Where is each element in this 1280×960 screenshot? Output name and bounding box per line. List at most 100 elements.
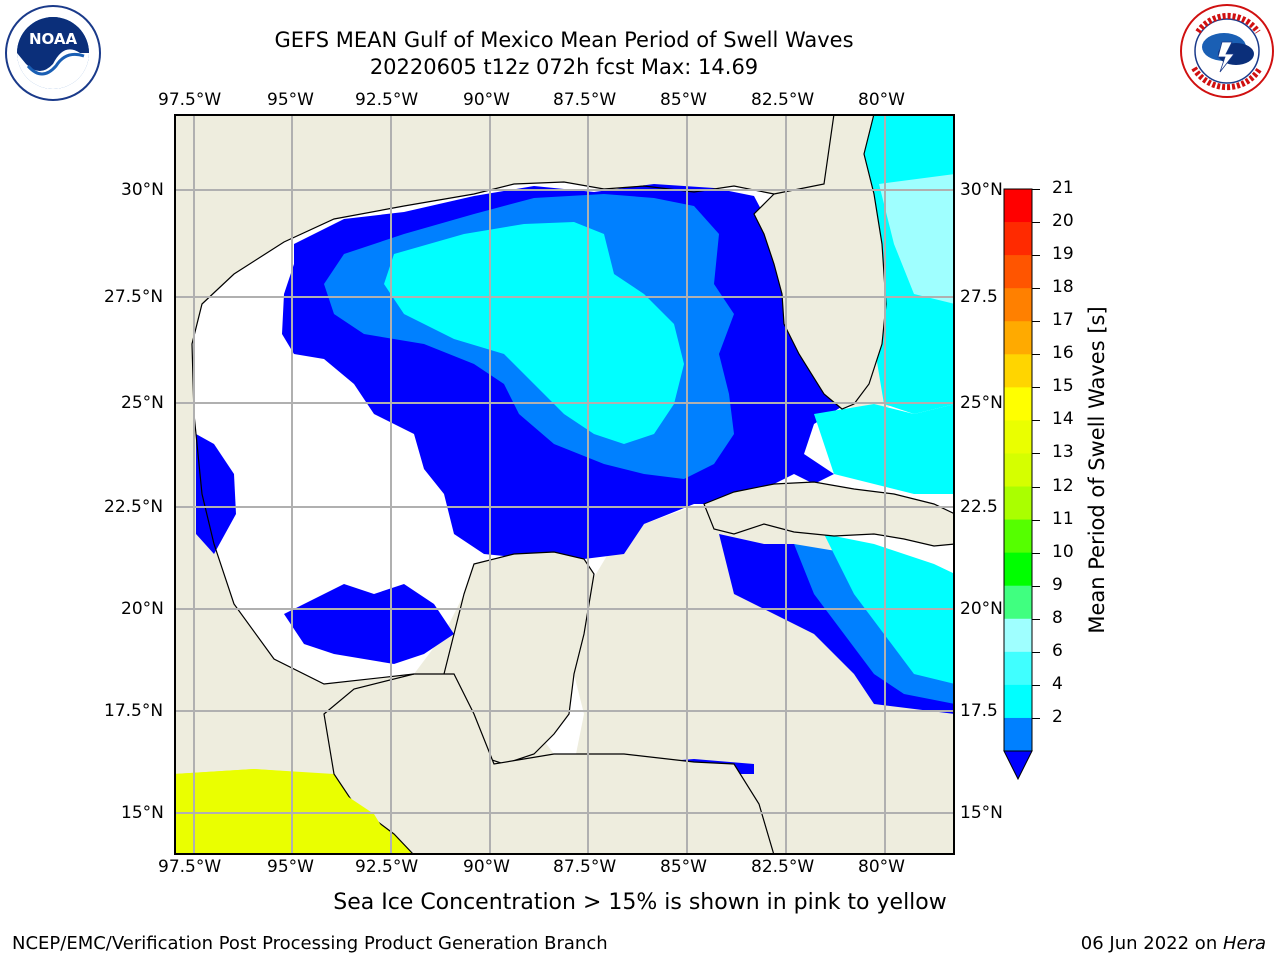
colorbar [1003,188,1033,781]
colorbar-tick-label: 12 [1052,475,1074,496]
colorbar-segment [1004,288,1032,322]
colorbar-segment [1004,321,1032,355]
lon-label-top: 95°W [267,90,314,110]
colorbar-segment [1004,585,1032,620]
lon-label-top: 85°W [660,90,707,110]
colorbar-tick-mark [1032,651,1040,653]
gulf-map [174,114,955,855]
colorbar-tick-mark [1032,189,1040,190]
map-frame [174,114,955,855]
colorbar-tick-mark [1032,519,1040,521]
lon-label-bottom: 87.5°W [553,857,617,877]
lon-label-bottom: 97.5°W [158,857,222,877]
colorbar-tick-label: 14 [1052,409,1074,430]
colorbar-tick-mark [1032,717,1040,719]
svg-text:NOAA: NOAA [29,30,78,48]
central-america [323,673,775,855]
atlantic-light [879,174,955,304]
lat-label-left: 22.5°N [104,497,164,517]
colorbar-segment [1004,486,1032,521]
lat-label-left: 17.5°N [104,701,164,721]
colorbar-tick-mark [1032,585,1040,587]
colorbar-tick-mark [1032,684,1040,686]
colorbar-tick-label: 2 [1052,706,1063,727]
cuba [703,481,955,547]
colorbar-tick-label: 11 [1052,508,1074,529]
colorbar-segment [1004,255,1032,289]
swell-2-4-sw [196,434,236,554]
colorbar-tick-label: 9 [1052,574,1063,595]
colorbar-tick-label: 20 [1052,211,1074,232]
colorbar-frame [1003,188,1033,752]
lat-label-right: 22.5 [960,497,998,517]
colorbar-segment [1004,354,1032,388]
colorbar-tick-label: 13 [1052,442,1074,463]
colorbar-tick-label: 19 [1052,244,1074,265]
footer-left: NCEP/EMC/Verification Post Processing Pr… [12,933,608,954]
colorbar-tick-mark [1032,420,1040,422]
colorbar-segment [1004,552,1032,587]
colorbar-tick-label: 4 [1052,673,1063,694]
lon-label-top: 92.5°W [355,90,419,110]
colorbar-tick-mark [1032,486,1040,488]
colorbar-tick-mark [1032,288,1040,290]
colorbar-extend-arrow [1003,750,1033,781]
footer-date: 06 Jun 2022 on [1080,933,1223,954]
lat-label-right: 15°N [960,803,1003,823]
chart-subtitle: 20220605 t12z 072h fcst Max: 14.69 [369,55,759,79]
colorbar-segment [1004,651,1032,686]
lat-label-left: 20°N [121,599,164,619]
colorbar-segment [1004,387,1032,421]
lat-label-right: 17.5 [960,701,998,721]
colorbar-tick-mark [1032,222,1040,224]
colorbar-tick-label: 15 [1052,376,1074,397]
footer-right: 06 Jun 2022 on Hera [1081,933,1266,954]
lon-label-bottom: 82.5°W [751,857,815,877]
colorbar-segment [1004,222,1032,256]
lat-label-right: 30°N [960,180,1003,200]
lon-label-bottom: 95°W [267,857,314,877]
colorbar-tick-mark [1032,321,1040,323]
colorbar-tick-mark [1032,255,1040,257]
florida [753,114,887,410]
colorbar-segment [1004,684,1032,719]
lon-label-bottom: 85°W [660,857,707,877]
colorbar-tick-mark [1032,387,1040,389]
graticule [174,114,955,855]
colorbar-tick-mark [1032,552,1040,554]
lon-label-top: 97.5°W [158,90,222,110]
colorbar-tick-label: 18 [1052,277,1074,298]
lon-label-top: 82.5°W [751,90,815,110]
colorbar-segment [1004,189,1032,223]
lon-label-bottom: 80°W [858,857,905,877]
colorbar-tick-label: 21 [1052,178,1074,198]
lat-label-left: 27.5°N [104,287,164,307]
colorbar-tick-label: 6 [1052,640,1063,661]
colorbar-segment [1004,519,1032,554]
colorbar-segment [1004,420,1032,454]
colorbar-tick-label: 17 [1052,310,1074,331]
chart-title: GEFS MEAN Gulf of Mexico Mean Period of … [274,28,854,52]
lat-label-right: 27.5 [960,287,998,307]
colorbar-label: Mean Period of Swell Waves [s] [1085,306,1109,634]
colorbar-tick-mark [1032,354,1040,356]
nws-logo [1178,2,1276,100]
lat-label-right: 25°N [960,393,1003,413]
colorbar-tick-label: 8 [1052,607,1063,628]
swell-2-4-bay [284,584,454,664]
colorbar-tick-label: 16 [1052,343,1074,364]
lat-label-right: 20°N [960,599,1003,619]
lon-label-top: 90°W [463,90,510,110]
lon-label-top: 87.5°W [553,90,617,110]
noaa-logo-icon: NOAA [5,5,101,101]
lat-label-left: 25°N [121,393,164,413]
noaa-logo: NOAA [4,4,102,102]
lon-label-top: 80°W [858,90,905,110]
lat-label-left: 15°N [121,803,164,823]
footer-machine: Hera [1222,933,1266,954]
colorbar-tick-label: 10 [1052,541,1074,562]
swell-6-8 [384,222,684,444]
colorbar-tick-mark [1032,453,1040,455]
lon-label-bottom: 90°W [463,857,510,877]
sea-ice-note: Sea Ice Concentration > 15% is shown in … [333,890,947,915]
